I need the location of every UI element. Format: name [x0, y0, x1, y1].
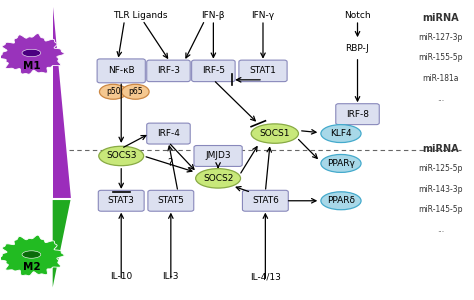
Text: SOCS1: SOCS1 — [260, 129, 290, 138]
Ellipse shape — [22, 49, 41, 57]
Text: RBP-J: RBP-J — [346, 44, 369, 53]
FancyBboxPatch shape — [147, 123, 190, 144]
FancyBboxPatch shape — [336, 104, 379, 124]
Text: miR-145-5p: miR-145-5p — [418, 205, 463, 214]
Text: PPARγ: PPARγ — [327, 159, 355, 168]
Text: IRF-3: IRF-3 — [157, 66, 180, 75]
FancyBboxPatch shape — [191, 60, 235, 82]
Text: p65: p65 — [128, 87, 143, 96]
Ellipse shape — [321, 192, 361, 210]
Ellipse shape — [99, 146, 144, 166]
Text: IL-10: IL-10 — [110, 272, 132, 281]
Text: IFN-γ: IFN-γ — [251, 11, 274, 20]
FancyBboxPatch shape — [147, 60, 190, 82]
Text: SOCS3: SOCS3 — [106, 152, 137, 160]
FancyBboxPatch shape — [239, 60, 287, 82]
Text: KLF4: KLF4 — [330, 129, 352, 138]
Text: miR-143-3p: miR-143-3p — [418, 184, 463, 194]
Polygon shape — [0, 235, 64, 276]
Text: M1: M1 — [23, 61, 40, 70]
Text: M2: M2 — [23, 262, 40, 272]
Text: ...: ... — [437, 94, 444, 103]
Text: IL-3: IL-3 — [163, 272, 179, 281]
Ellipse shape — [122, 84, 149, 99]
Text: STAT1: STAT1 — [249, 66, 276, 75]
Ellipse shape — [100, 84, 127, 99]
Text: p50: p50 — [106, 87, 120, 96]
Polygon shape — [53, 7, 71, 199]
Ellipse shape — [321, 124, 361, 142]
Text: STAT3: STAT3 — [108, 196, 135, 205]
FancyBboxPatch shape — [148, 190, 194, 211]
Text: IL-4/13: IL-4/13 — [250, 272, 281, 281]
Text: miR-181a: miR-181a — [422, 74, 458, 82]
Text: PPARδ: PPARδ — [327, 196, 355, 205]
Ellipse shape — [251, 124, 299, 143]
Text: IRF-5: IRF-5 — [202, 66, 225, 75]
Text: ?: ? — [167, 158, 173, 167]
Ellipse shape — [22, 251, 41, 258]
Text: STAT5: STAT5 — [157, 196, 184, 205]
Text: ...: ... — [437, 225, 444, 234]
Text: Notch: Notch — [344, 11, 371, 20]
Text: JMJD3: JMJD3 — [205, 152, 231, 160]
Polygon shape — [0, 34, 64, 74]
Ellipse shape — [196, 169, 240, 188]
Text: miR-155-5p: miR-155-5p — [418, 53, 463, 62]
Text: TLR Ligands: TLR Ligands — [113, 11, 167, 20]
FancyBboxPatch shape — [194, 146, 242, 167]
Ellipse shape — [321, 154, 361, 172]
Text: IRF-4: IRF-4 — [157, 129, 180, 138]
FancyBboxPatch shape — [97, 59, 146, 83]
Text: STAT6: STAT6 — [252, 196, 279, 205]
Text: miRNA: miRNA — [422, 144, 458, 154]
Text: NF-κB: NF-κB — [108, 66, 135, 75]
Text: SOCS2: SOCS2 — [203, 174, 233, 183]
Polygon shape — [53, 199, 71, 287]
Text: miRNA: miRNA — [422, 13, 458, 22]
Text: miR-125-5p: miR-125-5p — [418, 164, 463, 173]
FancyBboxPatch shape — [242, 190, 288, 211]
Text: IRF-8: IRF-8 — [346, 110, 369, 119]
Text: miR-127-3p: miR-127-3p — [418, 33, 463, 42]
Text: IFN-β: IFN-β — [201, 11, 225, 20]
FancyBboxPatch shape — [98, 190, 144, 211]
